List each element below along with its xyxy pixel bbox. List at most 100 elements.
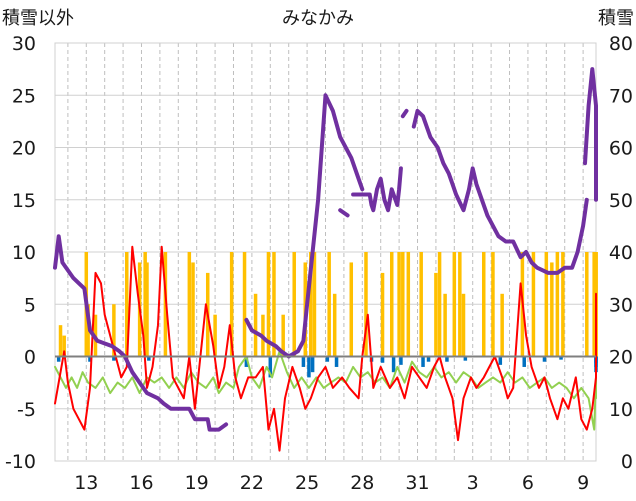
snow-depth-line — [583, 67, 598, 202]
negative-bar — [542, 356, 547, 362]
positive-bar — [143, 252, 147, 357]
positive-bar — [561, 252, 565, 357]
negative-bar — [426, 356, 431, 362]
positive-bar — [434, 272, 438, 357]
positive-bar — [500, 293, 504, 357]
right-tick-label: 60 — [609, 138, 633, 160]
positive-bar — [531, 252, 536, 357]
right-tick-label: 0 — [621, 451, 633, 473]
x-tick-label: 25 — [295, 472, 319, 494]
negative-bar — [522, 356, 526, 367]
positive-bar — [281, 314, 285, 357]
positive-bar — [145, 262, 149, 357]
x-tick-label: 28 — [350, 472, 374, 494]
negative-bar — [310, 356, 315, 373]
chart-title: みなかみ — [282, 8, 354, 29]
positive-bar — [292, 252, 296, 357]
positive-bar — [309, 252, 313, 357]
x-tick-label: 31 — [405, 472, 429, 494]
right-tick-label: 30 — [609, 294, 633, 316]
right-axis-label: 積雪 — [598, 8, 634, 29]
x-tick-label: 3 — [467, 472, 479, 494]
right-tick-label: 50 — [609, 190, 633, 212]
positive-bar — [364, 252, 368, 357]
positive-bar — [213, 314, 217, 357]
x-tick-label: 6 — [522, 472, 534, 494]
positive-bar — [458, 252, 462, 357]
positive-bar — [380, 272, 385, 357]
x-axis-ticks: 13 16 19 22 25 28 31 3 6 9 — [74, 472, 589, 494]
snow-depth-line — [351, 166, 403, 213]
left-tick-label: 25 — [12, 85, 36, 107]
positive-bar — [419, 252, 423, 357]
positive-bar — [452, 252, 457, 357]
left-tick-label: -5 — [17, 399, 36, 421]
negative-bar — [399, 356, 403, 365]
negative-bar — [56, 356, 61, 362]
positive-bar — [125, 252, 129, 357]
negative-bar — [559, 356, 563, 360]
snow-depth-line — [411, 108, 589, 275]
left-tick-label: 0 — [24, 347, 36, 369]
positive-bar — [401, 252, 405, 357]
snow-depth-line — [53, 234, 229, 432]
negative-bar — [380, 356, 385, 363]
positive-bar — [332, 293, 337, 357]
left-axis-label: 積雪以外 — [2, 8, 74, 29]
left-tick-label: 5 — [24, 294, 36, 316]
temperature-min-line — [54, 350, 597, 431]
positive-bar — [461, 293, 466, 357]
positive-bar — [187, 252, 192, 357]
left-tick-label: 10 — [12, 242, 36, 264]
positive-bar — [253, 293, 258, 357]
line-series — [53, 67, 598, 452]
negative-bar — [463, 356, 468, 361]
positive-bar — [585, 252, 589, 357]
negative-bar — [112, 356, 116, 361]
left-axis-ticks: -10 -5 0 5 10 15 20 25 30 — [5, 33, 36, 473]
negative-bar — [498, 356, 503, 365]
positive-bar — [112, 304, 116, 357]
positive-bar — [327, 252, 331, 357]
left-tick-label: -10 — [5, 451, 36, 473]
positive-bar — [62, 335, 66, 357]
positive-bar — [242, 252, 247, 357]
right-axis-ticks: 0 10 20 30 40 50 60 70 80 — [609, 33, 633, 473]
left-tick-label: 15 — [12, 190, 36, 212]
right-tick-label: 70 — [609, 85, 633, 107]
positive-bar — [191, 262, 195, 357]
negative-bar — [147, 356, 151, 361]
positive-bar — [272, 252, 276, 357]
positive-bar — [482, 252, 486, 357]
snow-depth-line — [338, 208, 350, 218]
positive-bar — [58, 325, 63, 357]
positive-bar — [437, 252, 442, 357]
snow-depth-line — [400, 108, 409, 119]
x-tick-label: 16 — [129, 472, 153, 494]
temperature-max-line — [54, 245, 597, 452]
right-tick-label: 10 — [609, 399, 633, 421]
snow-depth-line — [244, 93, 365, 359]
x-tick-label: 19 — [185, 472, 209, 494]
right-tick-label: 20 — [609, 347, 633, 369]
negative-bar — [88, 356, 92, 362]
positive-bar — [592, 252, 596, 357]
positive-bar — [349, 262, 354, 357]
x-tick-label: 13 — [74, 472, 98, 494]
left-tick-label: 20 — [12, 138, 36, 160]
left-tick-label: 30 — [12, 33, 36, 55]
positive-bar — [312, 252, 317, 357]
negative-bar — [334, 356, 339, 367]
negative-bar — [307, 356, 311, 378]
x-tick-label: 9 — [577, 472, 589, 494]
right-tick-label: 80 — [609, 33, 633, 55]
positive-bar — [550, 262, 554, 357]
x-tick-label: 22 — [240, 472, 264, 494]
positive-bar — [443, 293, 447, 357]
positive-bar — [491, 252, 495, 357]
negative-bar — [421, 356, 425, 367]
right-tick-label: 40 — [609, 242, 633, 264]
negative-bar — [445, 356, 449, 362]
